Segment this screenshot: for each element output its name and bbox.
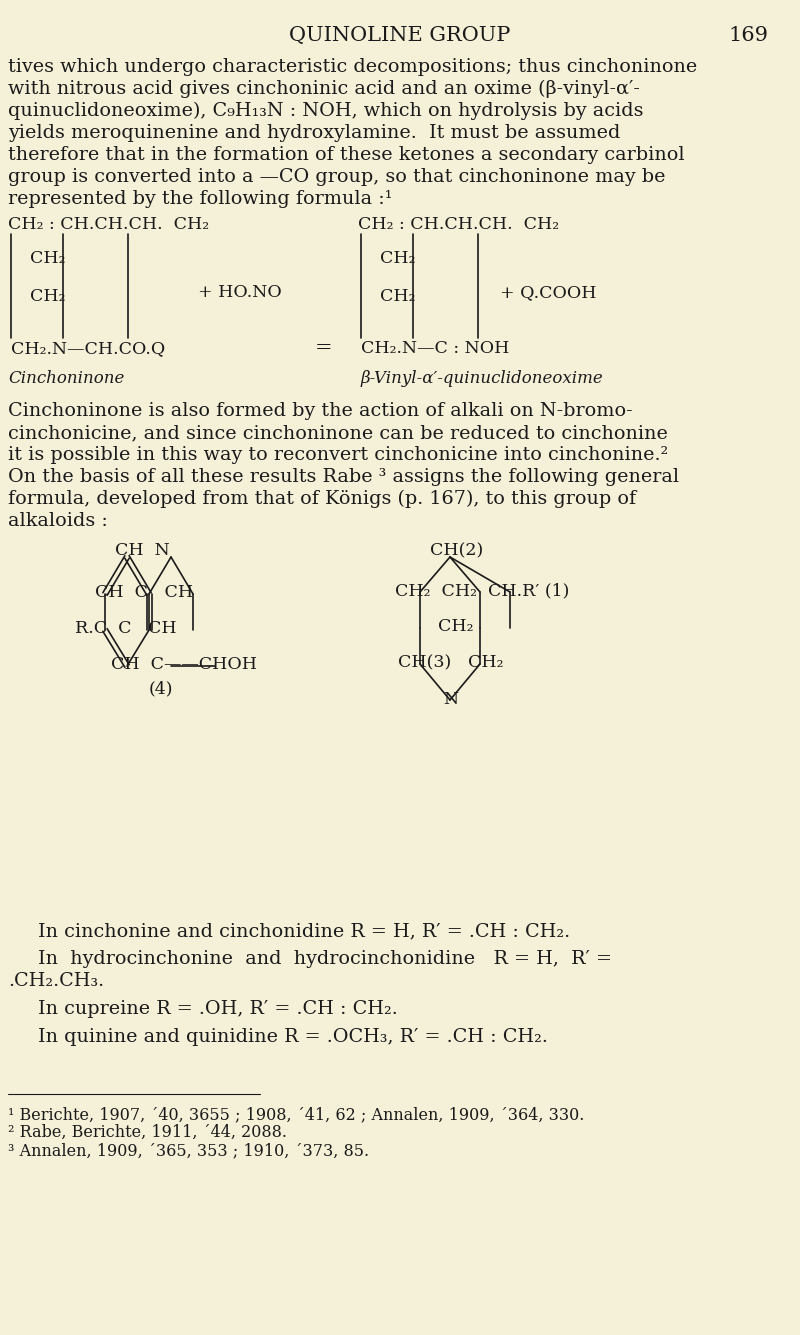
- Text: CH₂: CH₂: [380, 288, 415, 304]
- Text: In quinine and quinidine R = .OCH₃, R′ = .CH : CH₂.: In quinine and quinidine R = .OCH₃, R′ =…: [38, 1028, 548, 1047]
- Text: with nitrous acid gives cinchoninic acid and an oxime (β-vinyl-α′-: with nitrous acid gives cinchoninic acid…: [8, 80, 640, 99]
- Text: In  hydrocinchonine  and  hydrocinchonidine   R = H,  R′ =: In hydrocinchonine and hydrocinchonidine…: [38, 951, 612, 968]
- Text: ³ Annalen, 1909, ´365, 353 ; 1910, ´373, 85.: ³ Annalen, 1909, ´365, 353 ; 1910, ´373,…: [8, 1141, 369, 1159]
- Text: CH(2): CH(2): [430, 542, 483, 559]
- Text: CH  C   CH: CH C CH: [95, 583, 193, 601]
- Text: CH  N: CH N: [115, 542, 170, 559]
- Text: .CH₂.CH₃.: .CH₂.CH₃.: [8, 972, 104, 991]
- Text: CH₂: CH₂: [30, 288, 66, 304]
- Text: 169: 169: [728, 25, 768, 45]
- Text: yields meroquinenine and hydroxylamine.  It must be assumed: yields meroquinenine and hydroxylamine. …: [8, 124, 620, 142]
- Text: cinchonicine, and since cinchoninone can be reduced to cinchonine: cinchonicine, and since cinchoninone can…: [8, 425, 668, 442]
- Text: CH(3): CH(3): [398, 654, 451, 672]
- Text: R.C  C   CH: R.C C CH: [75, 619, 177, 637]
- Text: CH  C——CHOH: CH C——CHOH: [100, 655, 257, 673]
- Text: N: N: [443, 692, 458, 708]
- Text: ¹ Berichte, 1907, ´40, 3655 ; 1908, ´41, 62 ; Annalen, 1909, ´364, 330.: ¹ Berichte, 1907, ´40, 3655 ; 1908, ´41,…: [8, 1105, 584, 1123]
- Text: tives which undergo characteristic decompositions; thus cinchoninone: tives which undergo characteristic decom…: [8, 57, 698, 76]
- Text: CH₂  CH₂  CH.R′ (1): CH₂ CH₂ CH.R′ (1): [395, 582, 570, 599]
- Text: represented by the following formula :¹: represented by the following formula :¹: [8, 190, 392, 208]
- Text: alkaloids :: alkaloids :: [8, 513, 108, 530]
- Text: CH₂: CH₂: [30, 250, 66, 267]
- Text: quinuclidoneoxime), C₉H₁₃N : NOH, which on hydrolysis by acids: quinuclidoneoxime), C₉H₁₃N : NOH, which …: [8, 101, 643, 120]
- Text: In cinchonine and cinchonidine R = H, R′ = .CH : CH₂.: In cinchonine and cinchonidine R = H, R′…: [38, 922, 570, 940]
- Text: In cupreine R = .OH, R′ = .CH : CH₂.: In cupreine R = .OH, R′ = .CH : CH₂.: [38, 1000, 398, 1019]
- Text: it is possible in this way to reconvert cinchonicine into cinchonine.²: it is possible in this way to reconvert …: [8, 446, 668, 465]
- Text: therefore that in the formation of these ketones a secondary carbinol: therefore that in the formation of these…: [8, 146, 685, 164]
- Text: =: =: [315, 338, 333, 356]
- Text: + HO.NO: + HO.NO: [198, 284, 282, 300]
- Text: Cinchoninone is also formed by the action of alkali on N-bromo-: Cinchoninone is also formed by the actio…: [8, 402, 633, 421]
- Text: CH₂ : CH.CH.CH.  CH₂: CH₂ : CH.CH.CH. CH₂: [358, 216, 559, 234]
- Text: CH₂: CH₂: [468, 654, 503, 672]
- Text: formula, developed from that of Königs (p. 167), to this group of: formula, developed from that of Königs (…: [8, 490, 636, 509]
- Text: CH₂ : CH.CH.CH.  CH₂: CH₂ : CH.CH.CH. CH₂: [8, 216, 209, 234]
- Text: Cinchoninone: Cinchoninone: [8, 370, 124, 387]
- Text: β-Vinyl-α′-quinuclidoneoxime: β-Vinyl-α′-quinuclidoneoxime: [361, 370, 604, 387]
- Text: group is converted into a —CO group, so that cinchoninone may be: group is converted into a —CO group, so …: [8, 168, 666, 186]
- Text: (4): (4): [149, 680, 174, 697]
- Text: QUINOLINE GROUP: QUINOLINE GROUP: [290, 25, 510, 45]
- Text: CH₂.N—CH.CO.Q: CH₂.N—CH.CO.Q: [11, 340, 166, 356]
- Text: On the basis of all these results Rabe ³ assigns the following general: On the basis of all these results Rabe ³…: [8, 469, 679, 486]
- Text: ² Rabe, Berichte, 1911, ´44, 2088.: ² Rabe, Berichte, 1911, ´44, 2088.: [8, 1124, 287, 1141]
- Text: + Q.COOH: + Q.COOH: [500, 284, 597, 300]
- Text: CH₂.N—C : NOH: CH₂.N—C : NOH: [361, 340, 510, 356]
- Text: CH₂: CH₂: [380, 250, 415, 267]
- Text: CH₂: CH₂: [438, 618, 474, 635]
